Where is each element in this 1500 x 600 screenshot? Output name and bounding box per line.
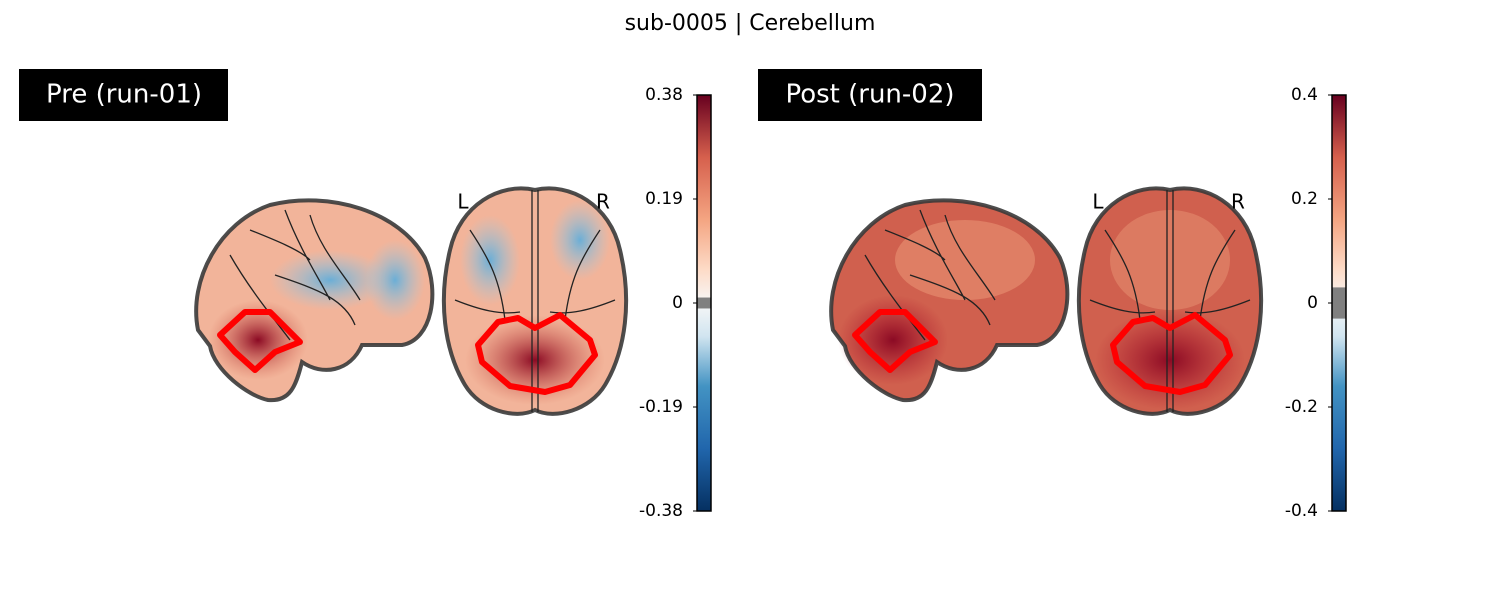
tick-label: -0.19: [639, 397, 683, 417]
label-box: [19, 69, 228, 121]
tick-label: 0.38: [645, 85, 683, 105]
panel-label: Post (run-02): [785, 80, 954, 110]
orientation-label: L: [1092, 190, 1104, 214]
tick-label: -0.2: [1285, 397, 1318, 417]
tick-label: 0.19: [645, 189, 683, 209]
tick-label: 0: [1307, 293, 1318, 313]
tick-label: 0.4: [1291, 85, 1318, 105]
orientation-label: L: [457, 190, 469, 214]
brain-maps: L R: [829, 186, 1264, 416]
orientation-label: R: [1231, 190, 1245, 214]
threshold-band: [1332, 287, 1346, 319]
figure-title: sub-0005 | Cerebellum: [625, 11, 876, 36]
tick-label: 0.2: [1291, 189, 1318, 209]
pre-panel: Pre (run-01) L R -0.38 -0.19 0 0.19 0.38: [19, 69, 712, 521]
tick-label: -0.4: [1285, 501, 1318, 521]
post-panel: Post (run-02) L R -0.4 -0.2 0 0.2 0.4: [758, 69, 1347, 521]
brain-maps: L R: [194, 186, 629, 416]
panel-label: Pre (run-01): [46, 80, 202, 110]
threshold-band: [697, 297, 711, 309]
tick-label: 0: [672, 293, 683, 313]
colorbar: -0.38 -0.19 0 0.19 0.38: [639, 85, 712, 521]
colorbar: -0.4 -0.2 0 0.2 0.4: [1285, 85, 1347, 521]
label-box: [758, 69, 982, 121]
tick-label: -0.38: [639, 501, 683, 521]
orientation-label: R: [596, 190, 610, 214]
